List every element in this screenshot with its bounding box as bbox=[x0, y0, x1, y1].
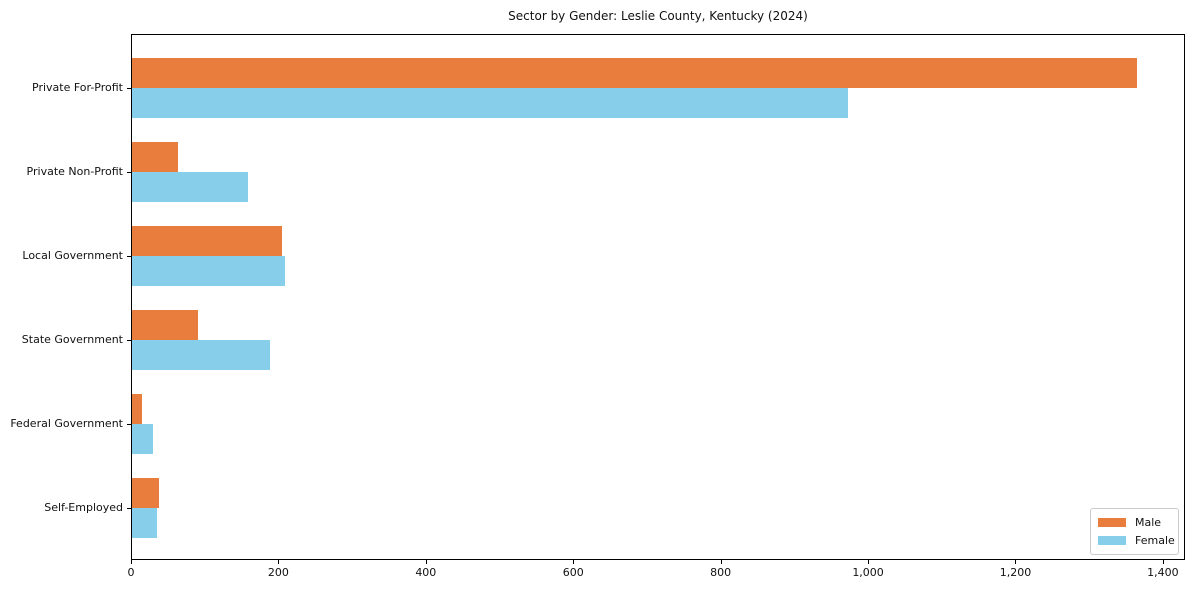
x-tick-1000 bbox=[868, 560, 870, 564]
bar-female-local-government bbox=[132, 256, 285, 286]
y-tick-private-for-profit bbox=[127, 88, 131, 89]
bar-male-local-government bbox=[132, 226, 282, 256]
legend-swatch-male bbox=[1098, 518, 1126, 527]
x-tick-label-600: 600 bbox=[562, 566, 584, 579]
legend: Male Female bbox=[1090, 508, 1179, 555]
bar-male-self-employed bbox=[132, 478, 159, 508]
bar-female-federal-government bbox=[132, 424, 153, 454]
y-tick-label-local-government: Local Government bbox=[22, 249, 123, 262]
legend-swatch-female bbox=[1098, 536, 1126, 545]
plot-area bbox=[131, 34, 1185, 560]
y-tick-local-government bbox=[127, 256, 131, 257]
bar-female-private-for-profit bbox=[132, 88, 848, 118]
x-tick-label-1000: 1,000 bbox=[852, 566, 884, 579]
chart-title: Sector by Gender: Leslie County, Kentuck… bbox=[508, 9, 808, 23]
y-tick-label-state-government: State Government bbox=[21, 333, 123, 346]
y-tick-label-federal-government: Federal Government bbox=[10, 417, 123, 430]
x-tick-400 bbox=[425, 560, 427, 564]
legend-label-female: Female bbox=[1135, 534, 1175, 547]
x-tick-1400 bbox=[1162, 560, 1164, 564]
x-tick-label-800: 800 bbox=[710, 566, 732, 579]
bar-male-private-non-profit bbox=[132, 142, 178, 172]
x-tick-label-1200: 1,200 bbox=[999, 566, 1032, 579]
bar-male-state-government bbox=[132, 310, 198, 340]
x-tick-label-1400: 1,400 bbox=[1147, 566, 1179, 579]
x-tick-label-200: 200 bbox=[267, 566, 289, 579]
y-tick-private-non-profit bbox=[127, 172, 131, 173]
x-tick-600 bbox=[573, 560, 575, 564]
y-tick-state-government bbox=[127, 340, 131, 341]
bar-female-self-employed bbox=[132, 508, 157, 538]
legend-entry-female: Female bbox=[1098, 535, 1175, 546]
y-tick-label-self-employed: Self-Employed bbox=[44, 501, 123, 514]
x-tick-800 bbox=[720, 560, 722, 564]
y-tick-self-employed bbox=[127, 508, 131, 509]
x-tick-label-400: 400 bbox=[415, 566, 437, 579]
x-tick-0 bbox=[131, 560, 132, 564]
bar-female-private-non-profit bbox=[132, 172, 248, 202]
bar-male-federal-government bbox=[132, 394, 142, 424]
y-tick-federal-government bbox=[127, 424, 131, 425]
legend-entry-male: Male bbox=[1098, 517, 1171, 528]
x-tick-200 bbox=[278, 560, 280, 564]
x-tick-label-0: 0 bbox=[127, 566, 135, 579]
x-tick-1200 bbox=[1015, 560, 1017, 564]
bar-female-state-government bbox=[132, 340, 270, 370]
legend-label-male: Male bbox=[1135, 516, 1162, 529]
y-tick-label-private-for-profit: Private For-Profit bbox=[32, 81, 123, 94]
y-tick-label-private-non-profit: Private Non-Profit bbox=[26, 165, 123, 178]
bar-male-private-for-profit bbox=[132, 58, 1137, 88]
